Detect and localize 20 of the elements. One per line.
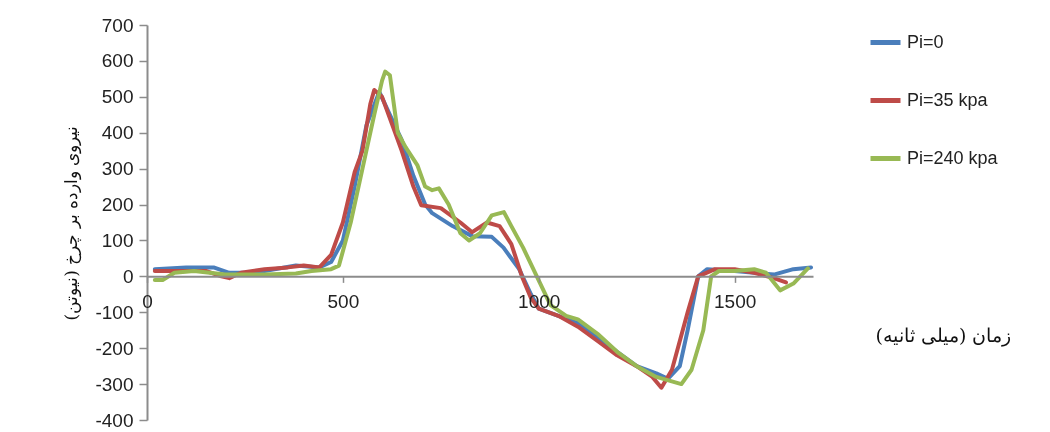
y-tick-label: 400 <box>101 122 134 144</box>
y-tick-label: -200 <box>95 337 134 359</box>
y-tick-label: 100 <box>101 229 134 251</box>
y-tick-label: 600 <box>101 50 134 72</box>
x-tick-label: 0 <box>142 290 153 312</box>
y-tick-label: 200 <box>101 194 134 216</box>
y-tick-label: 500 <box>101 86 134 108</box>
y-tick-label: -100 <box>95 301 134 323</box>
x-tick-label: 1500 <box>714 290 757 312</box>
y-tick-label: -400 <box>95 409 134 431</box>
y-tick-label: 0 <box>122 265 134 287</box>
y-tick-label: -300 <box>95 373 134 395</box>
x-axis-title: زمان (میلی ثانیه) <box>875 323 1012 347</box>
legend-label: Pi=0 <box>907 31 944 52</box>
y-tick-label: 300 <box>101 158 134 180</box>
legend-label: Pi=240 kpa <box>907 147 999 168</box>
x-tick-label: 500 <box>327 290 360 312</box>
y-axis-title: نیروی وارده بر چرخ (نیوتن) <box>61 125 83 321</box>
legend-label: Pi=35 kpa <box>907 89 989 110</box>
y-tick-label: 700 <box>101 14 134 36</box>
